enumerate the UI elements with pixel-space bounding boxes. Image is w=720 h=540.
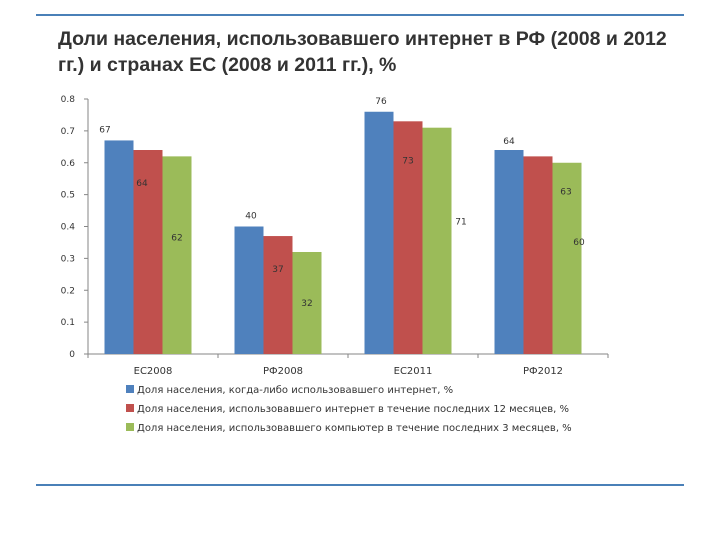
- bar: [263, 236, 293, 354]
- y-tick-label: 0.3: [61, 254, 75, 264]
- data-label: 64: [503, 137, 515, 147]
- x-category-label: РФ2008: [263, 366, 303, 377]
- data-label: 60: [573, 238, 585, 248]
- chart-bars: [104, 111, 582, 354]
- bar: [523, 156, 553, 354]
- x-category-label: ЕС2011: [394, 366, 433, 377]
- y-tick-label: 0.5: [61, 191, 75, 201]
- data-label: 62: [171, 233, 182, 243]
- bar: [494, 150, 524, 354]
- bar: [133, 150, 163, 354]
- bar: [162, 156, 192, 354]
- page-title: Доли населения, использовавшего интернет…: [58, 28, 667, 76]
- y-tick-label: 0.4: [61, 223, 76, 233]
- data-label: 40: [245, 212, 257, 222]
- legend-entry: Доля населения, когда-либо использовавше…: [137, 385, 453, 396]
- chart-data-labels: 67 64 62 40 37 32 76 73 71 64 63 60: [99, 97, 585, 309]
- chart-legend: Доля населения, когда-либо использовавше…: [126, 385, 572, 434]
- top-divider: [36, 14, 684, 16]
- y-tick-label: 0.8: [61, 95, 76, 105]
- data-label: 37: [272, 265, 283, 275]
- data-label: 76: [375, 97, 387, 107]
- y-tick-label: 0: [69, 350, 75, 360]
- x-category-label: ЕС2008: [134, 366, 173, 377]
- data-label: 32: [301, 299, 312, 309]
- data-label: 64: [136, 179, 148, 189]
- data-label: 73: [402, 156, 413, 166]
- legend-swatch: [126, 404, 134, 412]
- y-tick-label: 0.7: [61, 127, 75, 137]
- data-label: 63: [560, 187, 571, 197]
- legend-swatch: [126, 385, 134, 393]
- bar: [364, 111, 394, 354]
- bar: [292, 252, 322, 354]
- bar: [552, 162, 582, 354]
- bar: [393, 121, 423, 354]
- legend-entry: Доля населения, использовавшего компьюте…: [137, 423, 572, 434]
- bar: [422, 127, 452, 354]
- bottom-divider: [36, 484, 684, 486]
- data-label: 71: [455, 218, 466, 228]
- y-tick-label: 0.2: [61, 286, 75, 296]
- y-tick-label: 0.1: [61, 318, 75, 328]
- x-category-label: РФ2012: [523, 366, 563, 377]
- bar: [104, 140, 134, 354]
- legend-entry: Доля населения, использовавшего интернет…: [137, 404, 569, 415]
- legend-swatch: [126, 423, 134, 431]
- y-tick-label: 0.6: [61, 159, 76, 169]
- bar: [234, 226, 264, 354]
- data-label: 67: [99, 125, 110, 135]
